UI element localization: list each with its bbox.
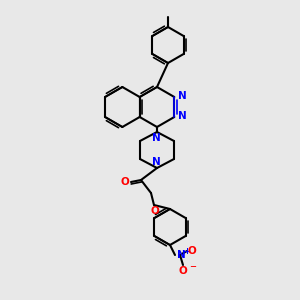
Text: N: N [152, 133, 160, 143]
Text: O: O [178, 266, 188, 276]
Text: N: N [177, 250, 186, 260]
Text: +: + [183, 248, 190, 256]
Text: N: N [178, 91, 187, 101]
Text: O: O [151, 206, 159, 216]
Text: O: O [120, 177, 129, 187]
Text: O: O [188, 246, 197, 256]
Text: N: N [178, 111, 187, 121]
Text: −: − [189, 262, 196, 272]
Text: N: N [152, 157, 160, 167]
